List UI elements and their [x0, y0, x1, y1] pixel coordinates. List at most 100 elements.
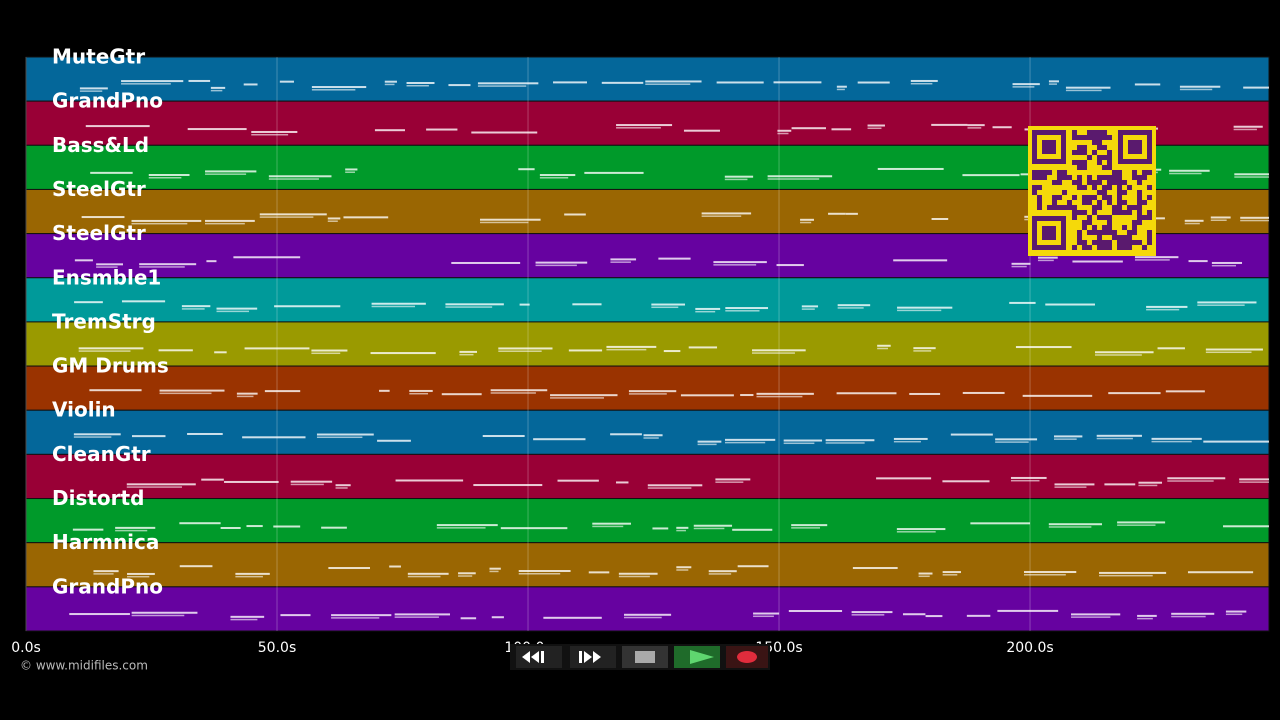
- note: [1071, 613, 1121, 616]
- qr-module: [1082, 195, 1087, 200]
- note: [913, 347, 936, 350]
- note: [767, 178, 820, 180]
- note: [498, 347, 553, 350]
- note: [451, 261, 521, 264]
- note: [1165, 390, 1205, 393]
- note: [93, 570, 119, 573]
- track-row: [25, 586, 1270, 632]
- note: [1134, 83, 1161, 86]
- note: [73, 433, 121, 436]
- note: [893, 440, 921, 443]
- qr-module: [1117, 235, 1122, 240]
- note: [441, 393, 482, 396]
- record-button[interactable]: [726, 646, 768, 668]
- track-row: [25, 498, 1270, 544]
- note: [1188, 260, 1208, 263]
- qr-module: [1057, 180, 1062, 185]
- note: [148, 174, 190, 177]
- note: [610, 261, 631, 263]
- note: [683, 129, 720, 132]
- note: [436, 527, 486, 529]
- note: [737, 565, 769, 568]
- qr-module: [1087, 195, 1092, 200]
- qr-module: [1122, 210, 1127, 215]
- qr-module: [1107, 175, 1112, 180]
- note: [851, 611, 893, 614]
- note: [1211, 261, 1243, 264]
- stop-button[interactable]: [622, 646, 668, 668]
- qr-module: [1147, 210, 1152, 215]
- rewind-button[interactable]: [516, 646, 562, 668]
- note: [259, 213, 327, 216]
- qr-module: [1117, 210, 1122, 215]
- track-row: [25, 542, 1270, 588]
- note: [159, 389, 225, 392]
- qr-module: [1117, 200, 1122, 205]
- qr-module: [1097, 235, 1102, 240]
- note: [966, 614, 991, 617]
- note: [676, 566, 692, 569]
- note: [331, 617, 380, 619]
- note: [311, 349, 348, 352]
- qr-module: [1067, 175, 1072, 180]
- qr-module: [1137, 175, 1142, 180]
- qr-module: [1102, 145, 1107, 150]
- forward-button[interactable]: [570, 646, 616, 668]
- qr-module: [1122, 240, 1127, 245]
- qr-module: [1137, 205, 1142, 210]
- note: [610, 433, 642, 436]
- note: [268, 178, 319, 180]
- note: [519, 303, 530, 306]
- note: [74, 259, 93, 262]
- note: [753, 615, 774, 618]
- qr-module: [1117, 195, 1122, 200]
- note: [1169, 169, 1210, 172]
- note: [1138, 484, 1158, 487]
- note: [242, 436, 306, 439]
- forward-icon: [579, 651, 601, 663]
- note: [645, 83, 691, 85]
- note: [732, 528, 773, 531]
- note: [127, 575, 150, 578]
- note: [716, 81, 764, 84]
- note: [407, 575, 441, 578]
- note: [343, 216, 389, 219]
- note: [801, 308, 815, 310]
- qr-module: [1102, 245, 1107, 250]
- note: [236, 395, 254, 398]
- note: [327, 220, 338, 222]
- note: [553, 81, 587, 84]
- note: [708, 573, 732, 575]
- play-button[interactable]: [674, 646, 720, 668]
- note: [676, 526, 689, 529]
- qr-module: [1097, 240, 1102, 245]
- note: [201, 478, 224, 481]
- qr-module: [1107, 135, 1112, 140]
- note: [377, 439, 411, 442]
- note: [997, 609, 1059, 612]
- note: [1117, 524, 1156, 526]
- note: [652, 527, 669, 530]
- qr-module: [1097, 205, 1102, 210]
- note: [1225, 610, 1247, 613]
- note: [139, 266, 185, 268]
- qr-module: [1062, 190, 1067, 195]
- note: [851, 614, 885, 616]
- note: [246, 525, 263, 528]
- note: [274, 305, 341, 308]
- qr-module: [1147, 185, 1152, 190]
- note: [1203, 440, 1269, 443]
- note: [715, 481, 744, 483]
- note: [85, 125, 150, 128]
- note: [264, 390, 301, 393]
- note: [852, 567, 898, 570]
- note: [131, 222, 188, 225]
- note: [1210, 216, 1231, 219]
- qr-module: [1107, 200, 1112, 205]
- note: [490, 389, 548, 392]
- qr-module: [1102, 165, 1107, 170]
- track-name: GrandPno: [52, 89, 163, 113]
- note: [913, 350, 932, 352]
- note: [259, 216, 314, 218]
- note: [1094, 354, 1142, 356]
